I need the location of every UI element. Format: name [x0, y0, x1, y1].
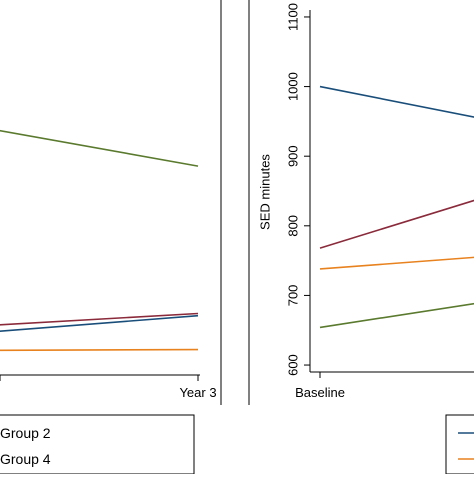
right-y-tick-label: 900: [285, 145, 300, 167]
left-series-group: [0, 129, 199, 352]
right-y-tick-label: 1100: [285, 3, 300, 31]
right-panel: 600 700 800 900 1000 1100 Baseline SED minute…: [248, 0, 474, 475]
left-panel: Year 3 Group 2 Group 4: [0, 0, 222, 475]
right-series-line-group2: [319, 199, 474, 249]
right-x-tick-label: Baseline: [295, 385, 345, 400]
right-y-tick-label: 1000: [285, 72, 300, 101]
right-y-tick-label: 600: [285, 354, 300, 376]
right-series-line-group3: [319, 256, 474, 270]
left-series-line-group3: [0, 348, 199, 352]
left-x-ticks: Year 3: [0, 375, 217, 400]
left-series-line-group4: [0, 129, 199, 167]
left-x-tick-label: Year 3: [179, 385, 216, 400]
left-series-line-group1: [0, 314, 199, 333]
right-legend: [445, 414, 474, 475]
right-series-line-group1: [319, 85, 474, 118]
right-x-ticks: Baseline: [295, 372, 345, 400]
right-y-axis-label: SED minutes: [257, 154, 272, 230]
right-y-tick-label: 700: [285, 285, 300, 307]
left-series-line-group2: [0, 312, 199, 326]
left-legend-label: Group 4: [0, 451, 51, 467]
right-series-line-group4: [319, 302, 474, 329]
left-legend-label: Group 2: [0, 425, 51, 441]
right-legend-box: [445, 414, 474, 475]
right-y-ticks: 600 700 800 900 1000 1100: [285, 3, 310, 376]
left-legend-box: [0, 414, 195, 475]
right-series-group: [319, 85, 474, 329]
right-y-tick-label: 800: [285, 215, 300, 237]
left-legend: Group 2 Group 4: [0, 414, 195, 475]
